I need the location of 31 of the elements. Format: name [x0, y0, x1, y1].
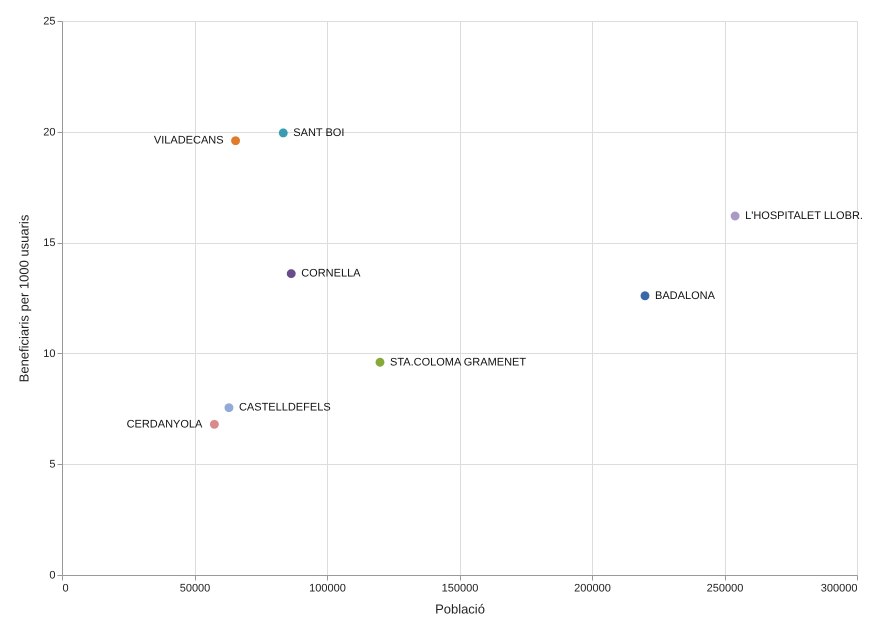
x-tick-label: 100000 [309, 582, 346, 594]
y-axis-title: Beneficiaris per 1000 usuaris [16, 214, 32, 382]
x-tick-label: 300000 [820, 582, 858, 594]
x-tick-label: 0 [62, 582, 69, 594]
point [278, 128, 288, 138]
point [231, 136, 240, 146]
y-tick-label: 10 [43, 348, 56, 360]
series-label: CERDANYOLA [126, 418, 204, 430]
point [224, 403, 234, 412]
y-tick-label: 5 [49, 458, 56, 471]
x-tick-label: 50000 [180, 582, 210, 594]
x-axis-title: Població [435, 602, 485, 616]
x-tick-label: 150000 [442, 582, 478, 594]
y-tick-label: 15 [43, 237, 56, 250]
point [210, 420, 219, 429]
series-label: CASTELLDEFELS [238, 402, 331, 414]
y-tick-label: 25 [43, 16, 56, 28]
series-label: SANT BOI [293, 126, 344, 139]
series-label: CORNELLA [301, 268, 362, 280]
point [286, 269, 296, 278]
series-label: BADALONA [655, 290, 716, 302]
series-label: STA.COLOMA GRAMENET [390, 356, 526, 368]
series-label: VILADECANS [154, 134, 224, 147]
x-tick-label: 250000 [706, 582, 744, 594]
y-tick-label: 20 [43, 126, 56, 138]
point [730, 212, 740, 220]
series-label: L'HOSPITALET LLOBR. [745, 210, 863, 222]
y-tick-label: 0 [49, 570, 56, 582]
point [376, 358, 384, 367]
x-tick-label: 200000 [574, 582, 611, 594]
point [640, 291, 650, 300]
